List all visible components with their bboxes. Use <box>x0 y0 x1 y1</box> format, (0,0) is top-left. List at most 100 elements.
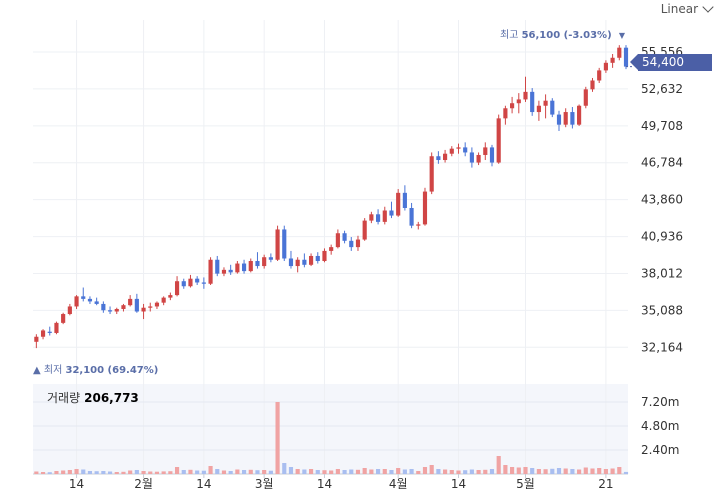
price-tick-label: 40,936 <box>641 230 683 244</box>
candle-body <box>503 108 508 119</box>
candle-body <box>262 257 267 267</box>
candles <box>34 45 632 349</box>
volume-bar <box>376 469 381 474</box>
volume-bar <box>603 469 608 474</box>
volume-bar <box>101 471 106 474</box>
volume-bar <box>235 469 240 474</box>
volume-bar <box>469 469 474 474</box>
time-tick-label: 5월 <box>516 477 535 489</box>
candle-body <box>556 114 562 125</box>
candle-body <box>282 229 287 259</box>
candle-body <box>590 80 595 90</box>
candle-body <box>134 298 139 312</box>
volume-bar <box>94 471 99 474</box>
candle-body <box>329 247 334 251</box>
price-tick-label: 38,012 <box>641 266 683 280</box>
candle-body <box>362 220 367 240</box>
candle-body <box>530 91 535 113</box>
candle-body <box>456 147 461 149</box>
candle-body <box>617 47 622 58</box>
candle-body <box>195 278 200 283</box>
candle-body <box>583 89 588 106</box>
volume-bar <box>556 468 562 474</box>
price-tick-label: 52,632 <box>641 82 683 96</box>
volume-bar <box>315 470 320 474</box>
volume-bar <box>141 471 146 474</box>
volume-bar <box>543 469 548 474</box>
candle-body <box>268 257 273 260</box>
volume-panel-bg <box>33 384 628 474</box>
volume-bar <box>61 470 66 474</box>
scale-dropdown[interactable]: Linear <box>661 0 714 18</box>
triangle-down-icon: ▼ <box>618 31 625 40</box>
price-tick-label: 49,708 <box>641 119 683 133</box>
candle-body <box>335 233 340 248</box>
volume-bar <box>443 469 448 474</box>
volume-bar <box>510 467 515 474</box>
volume-bar <box>128 470 133 474</box>
candle-body <box>302 259 307 265</box>
volume-bar <box>54 471 59 474</box>
volume-bar <box>262 470 267 474</box>
candle-body <box>577 105 582 125</box>
candle-body <box>241 263 247 272</box>
time-tick-label: 4월 <box>389 477 408 489</box>
volume-bar <box>416 471 421 474</box>
candle-body <box>40 330 46 337</box>
candle-body <box>87 298 93 302</box>
candle-body <box>422 191 428 225</box>
candle-body <box>543 100 548 106</box>
price-axis: 55,55652,63249,70846,78443,86040,93638,0… <box>641 45 683 354</box>
candle-body <box>275 229 280 260</box>
volume-bar <box>268 470 273 474</box>
candle-body <box>315 255 320 262</box>
volume-bar <box>597 468 602 474</box>
price-tick-label: 35,088 <box>641 303 683 317</box>
candle-body <box>342 233 347 241</box>
volume-bar <box>483 469 488 474</box>
volume-bar <box>503 465 508 474</box>
volume-bar <box>550 468 555 474</box>
volume-bar <box>389 470 394 474</box>
candle-body <box>382 210 387 222</box>
volume-bar <box>168 471 173 474</box>
volume-bar <box>476 470 481 474</box>
candle-body <box>114 308 119 312</box>
time-tick-label: 2월 <box>134 477 153 489</box>
candle-body <box>610 57 615 63</box>
candle-body <box>322 250 327 262</box>
volume-bar <box>148 471 153 474</box>
volume-bar <box>349 469 354 474</box>
candle-body <box>235 263 240 273</box>
volume-bar <box>241 470 247 474</box>
time-tick-label: 14 <box>451 477 466 489</box>
volume-bar <box>322 470 327 474</box>
candle-body <box>483 147 488 155</box>
volume-bar <box>255 470 260 474</box>
volume-bar <box>81 469 86 474</box>
volume-bar <box>396 468 401 474</box>
volume-bar <box>275 402 280 474</box>
candle-body <box>409 207 414 226</box>
volume-bar <box>402 469 407 474</box>
time-tick-label: 14 <box>317 477 332 489</box>
volume-bar <box>449 470 454 474</box>
volume-bar <box>463 470 468 474</box>
triangle-up-icon: ▲ <box>33 365 41 376</box>
candle-body <box>416 224 421 226</box>
volume-bar <box>295 469 300 474</box>
volume-bar <box>74 469 79 474</box>
volume-bar <box>248 469 253 474</box>
candle-body <box>255 261 260 267</box>
candle-body <box>174 281 180 296</box>
volume-bar <box>563 468 568 474</box>
candle-body <box>295 259 300 267</box>
candle-body <box>563 112 568 125</box>
chevron-down-icon <box>702 1 714 13</box>
candle-body <box>47 331 52 333</box>
candle-body <box>443 153 448 161</box>
candle-body <box>128 298 133 306</box>
volume-axis: 7.20m 4.80m 2.40m <box>641 395 679 457</box>
volume-bar <box>181 470 186 474</box>
volume-bar <box>516 467 521 474</box>
